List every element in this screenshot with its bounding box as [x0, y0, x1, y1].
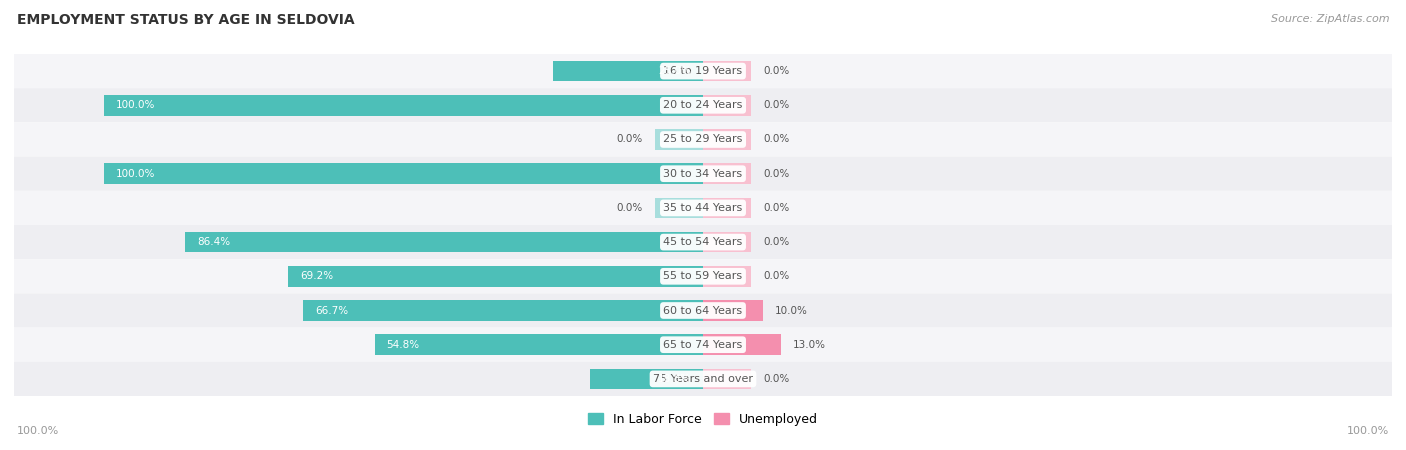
Text: Source: ZipAtlas.com: Source: ZipAtlas.com: [1271, 14, 1389, 23]
Bar: [288, 266, 703, 287]
FancyBboxPatch shape: [14, 88, 1392, 122]
Text: 65 to 74 Years: 65 to 74 Years: [664, 340, 742, 350]
Bar: [104, 95, 703, 116]
FancyBboxPatch shape: [14, 293, 1392, 328]
Text: 54.8%: 54.8%: [387, 340, 420, 350]
Text: 45 to 54 Years: 45 to 54 Years: [664, 237, 742, 247]
Text: 100.0%: 100.0%: [115, 100, 155, 110]
FancyBboxPatch shape: [14, 122, 1392, 157]
FancyBboxPatch shape: [14, 225, 1392, 259]
Bar: [703, 266, 751, 287]
Text: 0.0%: 0.0%: [763, 66, 789, 76]
FancyBboxPatch shape: [14, 54, 1392, 88]
Text: 100.0%: 100.0%: [17, 427, 59, 436]
Text: 0.0%: 0.0%: [617, 135, 643, 144]
Text: 55 to 59 Years: 55 to 59 Years: [664, 271, 742, 281]
FancyBboxPatch shape: [14, 362, 1392, 396]
Bar: [703, 334, 780, 355]
Bar: [375, 334, 703, 355]
Text: 60 to 64 Years: 60 to 64 Years: [664, 306, 742, 315]
Text: 0.0%: 0.0%: [763, 203, 789, 213]
Bar: [703, 129, 751, 150]
Bar: [591, 369, 703, 389]
Text: 0.0%: 0.0%: [763, 237, 789, 247]
Text: 25.0%: 25.0%: [658, 66, 690, 76]
Bar: [703, 369, 751, 389]
Text: 0.0%: 0.0%: [763, 100, 789, 110]
Text: 100.0%: 100.0%: [1347, 427, 1389, 436]
Text: 100.0%: 100.0%: [115, 169, 155, 179]
Text: 0.0%: 0.0%: [763, 169, 789, 179]
Text: 30 to 34 Years: 30 to 34 Years: [664, 169, 742, 179]
Text: 66.7%: 66.7%: [315, 306, 349, 315]
Text: 20 to 24 Years: 20 to 24 Years: [664, 100, 742, 110]
Text: EMPLOYMENT STATUS BY AGE IN SELDOVIA: EMPLOYMENT STATUS BY AGE IN SELDOVIA: [17, 14, 354, 27]
Text: 0.0%: 0.0%: [763, 135, 789, 144]
Bar: [703, 232, 751, 252]
Text: 0.0%: 0.0%: [763, 374, 789, 384]
FancyBboxPatch shape: [14, 328, 1392, 362]
Text: 10.0%: 10.0%: [775, 306, 808, 315]
Bar: [553, 61, 703, 81]
Text: 13.0%: 13.0%: [793, 340, 825, 350]
Text: 25 to 29 Years: 25 to 29 Years: [664, 135, 742, 144]
FancyBboxPatch shape: [14, 157, 1392, 191]
Text: 0.0%: 0.0%: [617, 203, 643, 213]
Text: 0.0%: 0.0%: [763, 271, 789, 281]
Bar: [703, 95, 751, 116]
Text: 75 Years and over: 75 Years and over: [652, 374, 754, 384]
Bar: [703, 198, 751, 218]
Bar: [186, 232, 703, 252]
Text: 69.2%: 69.2%: [301, 271, 333, 281]
Text: 86.4%: 86.4%: [197, 237, 231, 247]
Bar: [104, 163, 703, 184]
Bar: [655, 129, 703, 150]
Text: 35 to 44 Years: 35 to 44 Years: [664, 203, 742, 213]
Bar: [703, 163, 751, 184]
Bar: [655, 198, 703, 218]
Bar: [703, 300, 763, 321]
Text: 18.8%: 18.8%: [658, 374, 690, 384]
Legend: In Labor Force, Unemployed: In Labor Force, Unemployed: [583, 408, 823, 431]
Bar: [703, 61, 751, 81]
Bar: [304, 300, 703, 321]
Text: 16 to 19 Years: 16 to 19 Years: [664, 66, 742, 76]
FancyBboxPatch shape: [14, 191, 1392, 225]
FancyBboxPatch shape: [14, 259, 1392, 293]
